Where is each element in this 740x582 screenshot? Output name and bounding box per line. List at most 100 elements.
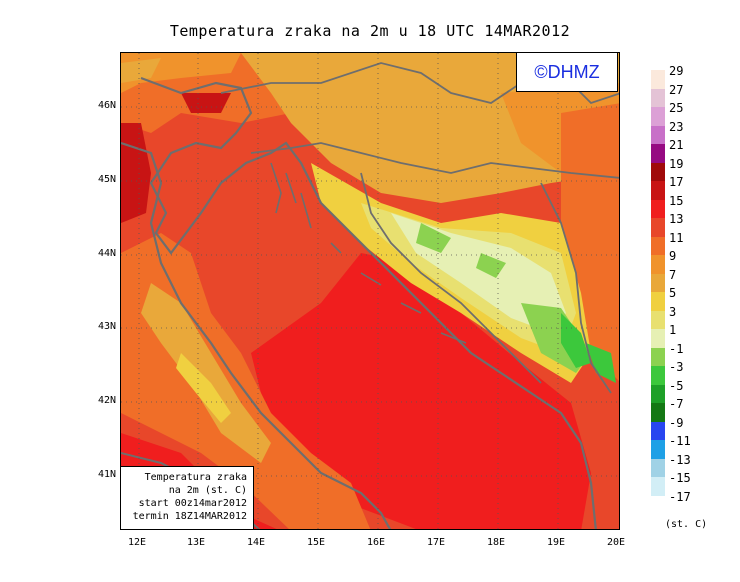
legend-swatch (651, 199, 665, 218)
legend-label: 17 (669, 175, 684, 189)
info-line-4: termin 18Z14MAR2012 (132, 511, 247, 522)
map-title: Temperatura zraka na 2m u 18 UTC 14MAR20… (169, 22, 571, 40)
legend-row: 23 (651, 120, 731, 144)
info-box: Temperatura zraka na 2m (st. C) start 00… (120, 466, 254, 530)
legend-label: 13 (669, 212, 684, 226)
lon-label-12e: 12E (128, 537, 147, 548)
cold-patch-1 (416, 223, 451, 253)
legend-row: -7 (651, 397, 731, 422)
legend-swatch (651, 384, 665, 403)
lon-label-20e: 20E (607, 537, 626, 548)
legend-swatch (651, 403, 665, 422)
lat-label-41n: 41N (97, 469, 116, 480)
legend-label: 25 (669, 101, 684, 115)
legend-label: -15 (669, 471, 691, 485)
serbia-border (540, 182, 612, 394)
cold-patch-2 (476, 253, 506, 278)
lon-label-17e: 17E (427, 537, 446, 548)
legend-swatch (651, 366, 665, 385)
legend-swatch (651, 310, 665, 329)
legend-swatch (651, 458, 665, 477)
legend-swatch (651, 181, 665, 200)
legend-label: 23 (669, 119, 684, 134)
legend-row: 1 (651, 323, 731, 348)
legend-label: 29 (669, 64, 684, 78)
legend-row: 19 (651, 157, 731, 181)
legend-row: 3 (651, 305, 731, 329)
legend-swatch (651, 477, 665, 496)
legend-row: 21 (651, 138, 731, 163)
lat-label-43n: 43N (97, 321, 116, 332)
legend-swatch (651, 329, 665, 348)
legend-swatch (651, 273, 665, 292)
legend-swatch (651, 125, 665, 144)
info-line-2: na 2m (st. C) (168, 485, 247, 496)
legend-swatch (651, 88, 665, 107)
legend-row: -1 (651, 342, 731, 366)
lat-label-45n: 45N (97, 174, 116, 185)
info-line-3: start 00z14mar2012 (138, 498, 247, 509)
legend-label: 15 (669, 193, 684, 208)
legend-label: -1 (669, 341, 684, 356)
lon-label-18e: 18E (487, 537, 506, 548)
color-legend: 29 27 25 23 21 19 17 15 13 11 9 7 5 3 1 -1 -3 -5 -7 -9 -11 -1… (651, 64, 731, 514)
legend-label: 11 (669, 230, 684, 245)
hot-spot-north (181, 93, 231, 113)
lon-label-13e: 13E (187, 537, 206, 548)
legend-row: -11 (651, 434, 731, 459)
legend-row: 29 (651, 64, 731, 89)
legend-row: 17 (651, 175, 731, 200)
legend-row: 25 (651, 101, 731, 126)
lon-label-19e: 19E (547, 537, 566, 548)
legend-swatch (651, 236, 665, 255)
legend-label: 9 (669, 249, 677, 263)
legend-label: 19 (669, 156, 684, 171)
legend-label: 5 (669, 286, 677, 300)
legend-row: -9 (651, 416, 731, 440)
legend-row: -5 (651, 379, 731, 403)
croatia-border (250, 142, 619, 179)
legend-label: 1 (669, 323, 677, 337)
legend-row: -13 (651, 453, 731, 477)
legend-label: 21 (669, 138, 684, 152)
grid-lines (121, 53, 619, 529)
alps-cool (121, 58, 161, 83)
lat-label-44n: 44N (97, 248, 116, 259)
cold-patch-5 (586, 343, 616, 383)
legend-label: -7 (669, 397, 684, 411)
legend-swatch (651, 347, 665, 366)
legend-swatch (651, 162, 665, 181)
legend-row: -3 (651, 360, 731, 385)
lat-label-46n: 46N (97, 100, 116, 111)
legend-label: -11 (669, 434, 691, 448)
legend-row: 27 (651, 83, 731, 107)
legend-swatch (651, 421, 665, 440)
legend-label: -9 (669, 415, 684, 430)
legend-swatch (651, 144, 665, 163)
legend-label: 3 (669, 304, 677, 319)
legend-swatch (651, 107, 665, 126)
legend-swatch (651, 218, 665, 237)
italy-coastline (121, 141, 392, 529)
legend-label: -17 (669, 489, 691, 504)
legend-label: 27 (669, 82, 684, 97)
legend-row: -17 (651, 490, 731, 514)
lon-label-14e: 14E (247, 537, 266, 548)
lat-label-42n: 42N (97, 395, 116, 406)
warm-sea-core (251, 253, 591, 529)
temperature-map (120, 52, 620, 530)
legend-row: 13 (651, 212, 731, 237)
cold-patch-4 (561, 313, 591, 368)
legend-row: 7 (651, 268, 731, 292)
dalmatian-islands (270, 162, 467, 344)
lon-label-16e: 16E (367, 537, 386, 548)
legend-row: 9 (651, 249, 731, 274)
bosnia-border (360, 172, 542, 384)
legend-label: -3 (669, 360, 684, 374)
legend-label: -5 (669, 378, 684, 393)
legend-swatch (651, 292, 665, 311)
legend-swatch (651, 70, 665, 89)
italy-apennines (141, 283, 271, 463)
info-line-1: Temperatura zraka (144, 472, 247, 483)
adriatic-coastline (140, 76, 597, 529)
